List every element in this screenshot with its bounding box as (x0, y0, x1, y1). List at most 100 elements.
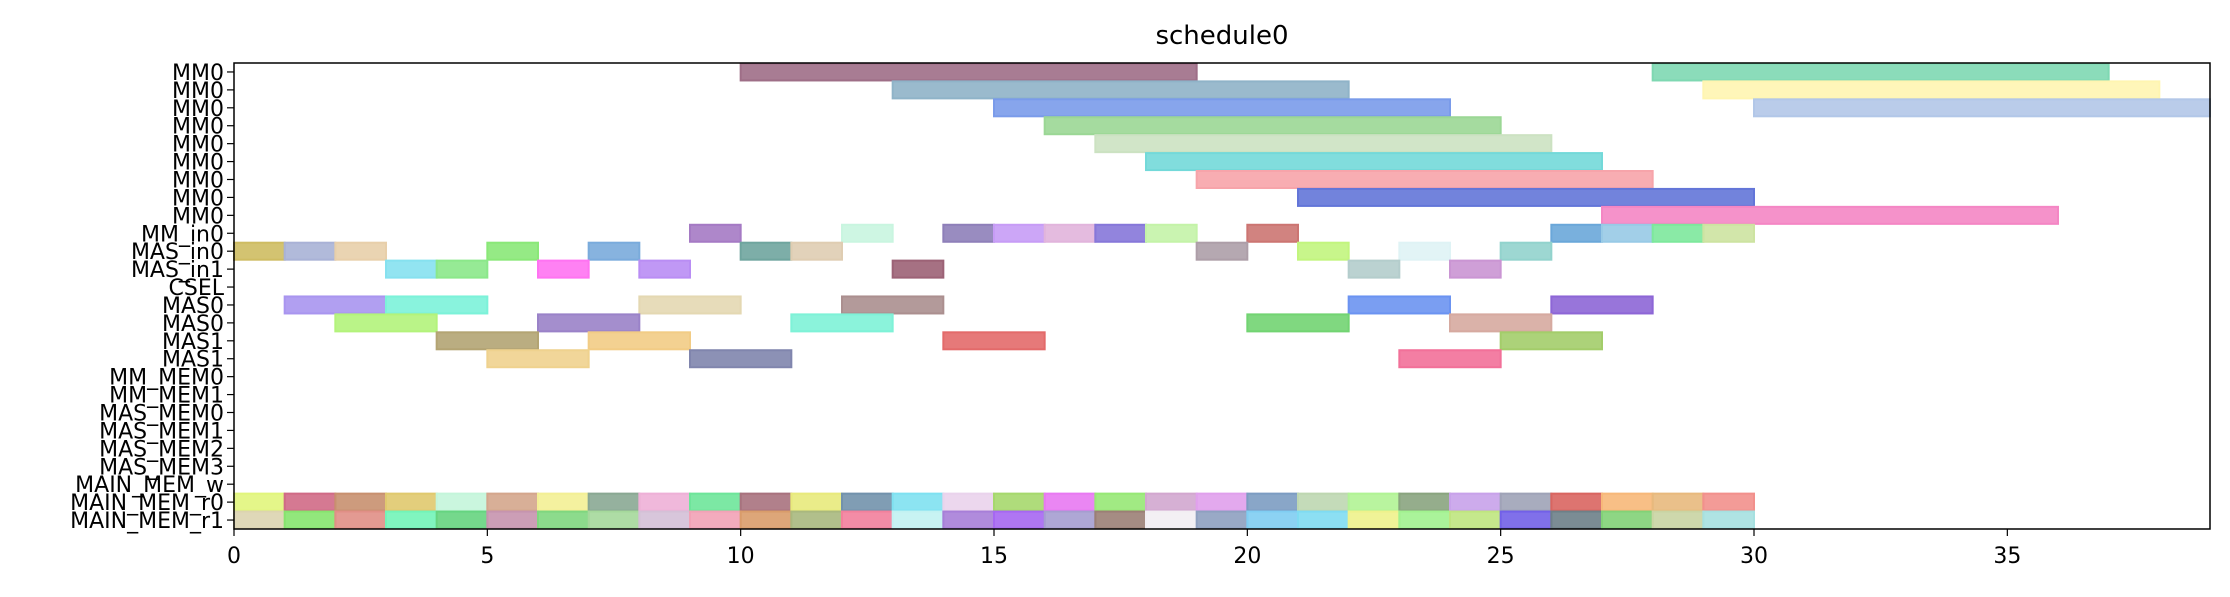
task-bar (1145, 152, 1603, 172)
task-bar (841, 223, 894, 243)
task-bar (385, 259, 438, 279)
task-bar (1094, 223, 1148, 243)
y-tick-label: MAS0 (162, 312, 224, 337)
task-bar (1094, 134, 1553, 154)
task-bar (1398, 349, 1502, 369)
task-bar (435, 492, 489, 512)
y-tick-label: MM_MEM0 (109, 366, 224, 391)
y-tick-label: MM0 (172, 133, 224, 158)
task-bar (1246, 223, 1300, 243)
y-tick-label: MAS1 (162, 330, 224, 355)
task-bar (1449, 492, 1502, 512)
task-bar (638, 492, 691, 512)
task-bar (790, 313, 894, 333)
x-tick-label: 20 (1233, 544, 1261, 569)
task-bar (993, 510, 1046, 530)
task-bar (486, 492, 540, 512)
task-bar (1499, 241, 1553, 261)
y-tick-label: MAIN_MEM_r1 (70, 509, 224, 534)
task-bar (1550, 223, 1604, 243)
y-tick-label: MM0 (172, 97, 224, 122)
x-tick-label: 0 (227, 544, 241, 569)
plot-frame (233, 62, 2211, 530)
y-tick-label: MAS1 (162, 348, 224, 373)
task-bar (486, 510, 540, 530)
x-tick-label: 30 (1740, 544, 1768, 569)
task-bar (587, 331, 692, 351)
x-tick-label: 5 (480, 544, 494, 569)
task-bar (1246, 313, 1350, 333)
y-tick-label: MM0 (172, 204, 224, 229)
task-bar (334, 492, 388, 512)
task-bar (283, 510, 337, 530)
task-bar (334, 313, 438, 333)
task-bar (1246, 492, 1300, 512)
task-bar (283, 241, 337, 261)
task-bar (1297, 510, 1350, 530)
task-bar (1347, 510, 1401, 530)
task-bar (1499, 510, 1553, 530)
task-bar (233, 241, 286, 261)
task-bar (689, 223, 742, 243)
task-bar (739, 241, 793, 261)
y-tick-label: MAIN_MEM_r0 (70, 491, 224, 516)
task-bar (1601, 510, 1654, 530)
task-bar (435, 331, 539, 351)
task-bar (891, 492, 945, 512)
task-bar (1651, 492, 1705, 512)
y-tick-label: MAIN_MEM_w (75, 473, 224, 498)
task-bar (1195, 510, 1249, 530)
y-tick-label: MM0 (172, 79, 224, 104)
task-bar (486, 241, 540, 261)
task-bar (1651, 510, 1705, 530)
task-bar (993, 223, 1046, 243)
task-bar (739, 510, 793, 530)
task-bar (942, 492, 995, 512)
task-bar (1195, 170, 1654, 189)
bars-layer (233, 62, 2211, 530)
task-bar (1702, 492, 1756, 512)
task-bar (283, 295, 387, 315)
task-bar (1651, 62, 2110, 82)
task-bar (1297, 492, 1350, 512)
task-bar (1753, 98, 2211, 118)
task-bar (942, 331, 1046, 351)
task-bar (1601, 205, 2059, 225)
task-bar (1702, 223, 1756, 243)
y-tick-label: MAS_MEM1 (99, 419, 224, 444)
task-bar (993, 492, 1046, 512)
task-bar (1651, 223, 1705, 243)
task-bar (1145, 223, 1198, 243)
x-tick-label: 15 (980, 544, 1008, 569)
y-tick-label: MAS_MEM2 (99, 437, 224, 462)
task-bar (587, 510, 641, 530)
task-bar (638, 295, 742, 315)
task-bar (283, 492, 337, 512)
task-bar (1449, 313, 1553, 333)
task-bar (739, 62, 1198, 82)
task-bar (587, 241, 641, 261)
task-bar (1145, 510, 1198, 530)
x-tick-layer: 0 5 10 15 20 25 30 35 (227, 529, 2021, 569)
x-tick-label: 25 (1487, 544, 1515, 569)
x-tick-label: 10 (727, 544, 755, 569)
task-bar (1398, 510, 1452, 530)
task-bar (1297, 241, 1350, 261)
task-bar (435, 510, 489, 530)
task-bar (1195, 492, 1249, 512)
task-bar (1347, 492, 1401, 512)
task-bar (334, 241, 388, 261)
y-tick-label: MAS0 (162, 294, 224, 319)
task-bar (891, 259, 945, 279)
y-tick-label: MM_MEM1 (109, 384, 224, 409)
y-tick-label: MM0 (172, 186, 224, 211)
task-bar (942, 223, 995, 243)
task-bar (739, 492, 793, 512)
task-bar (1550, 510, 1604, 530)
task-bar (689, 492, 742, 512)
task-bar (537, 313, 641, 333)
task-bar (993, 98, 1451, 118)
task-bar (334, 510, 388, 530)
task-bar (1094, 510, 1148, 530)
task-bar (1094, 492, 1148, 512)
